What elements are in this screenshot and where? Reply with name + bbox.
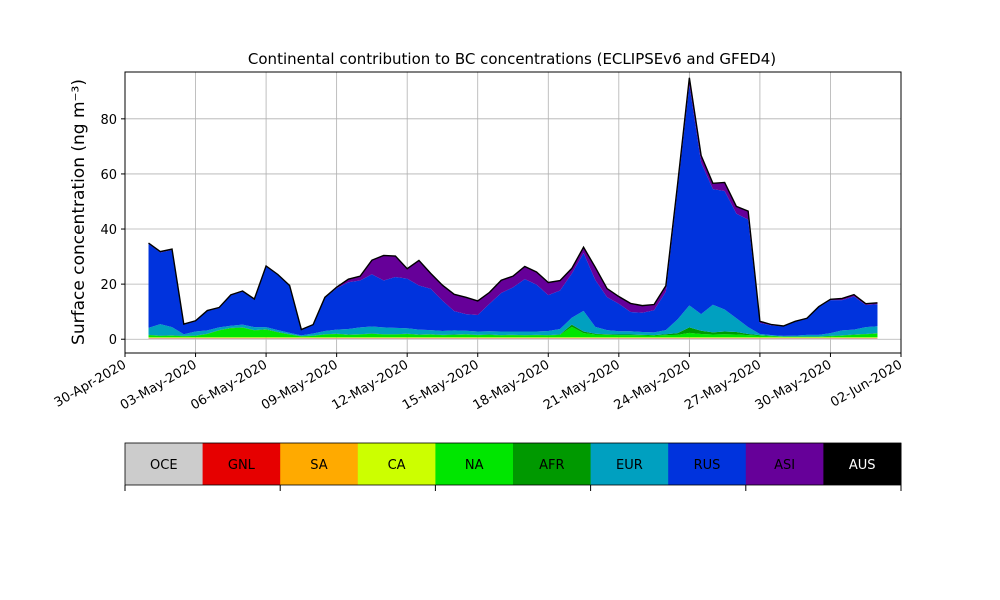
legend-label-eur: EUR (616, 458, 643, 473)
legend-label-na: NA (465, 458, 484, 473)
legend-label-sa: SA (310, 458, 327, 473)
legend-label-oce: OCE (150, 458, 178, 473)
legend-swatch-rus (668, 443, 747, 485)
y-axis-ticks: 0 20 40 60 80 (100, 113, 125, 348)
area-asi (148, 78, 878, 331)
legend-frame (124, 442, 902, 486)
area-eur (148, 304, 878, 337)
legend-label-aus: AUS (849, 458, 876, 473)
area-oce (148, 338, 878, 340)
y-tick-label: 80 (100, 113, 117, 128)
y-axis-label: Surface concentration (ng m⁻³) (69, 79, 89, 345)
y-tick-label: 20 (100, 278, 117, 293)
legend-label-gnl: GNL (228, 458, 256, 473)
legend-label-ca: CA (388, 458, 406, 473)
total-outline (148, 77, 878, 331)
legend-label-rus: RUS (694, 458, 721, 473)
y-tick-label: 0 (109, 333, 117, 348)
legend-label-asi: ASI (774, 458, 795, 473)
legend-swatch-na (435, 443, 514, 485)
legend-swatch-asi (745, 443, 824, 485)
legend-swatch-gnl (202, 443, 281, 485)
plot-frame (124, 71, 902, 354)
y-tick-label: 60 (100, 168, 117, 183)
total-line (148, 77, 878, 331)
legend-swatch-oce (125, 443, 204, 485)
chart-title: Continental contribution to BC concentra… (248, 50, 776, 68)
color-legend: OCE GNL SA CA NA AFR EUR RUS ASI AUS (124, 442, 902, 491)
legend-swatch-eur (590, 443, 669, 485)
legend-swatch-ca (357, 443, 436, 485)
legend-label-afr: AFR (539, 458, 564, 473)
legend-swatch-sa (280, 443, 359, 485)
area-rus (148, 84, 878, 336)
area-na (148, 326, 878, 338)
y-tick-label: 40 (100, 223, 117, 238)
legend-swatch-afr (513, 443, 592, 485)
area-ca (148, 337, 878, 338)
legend-swatch-aus (823, 443, 902, 485)
stacked-areas (148, 77, 878, 340)
